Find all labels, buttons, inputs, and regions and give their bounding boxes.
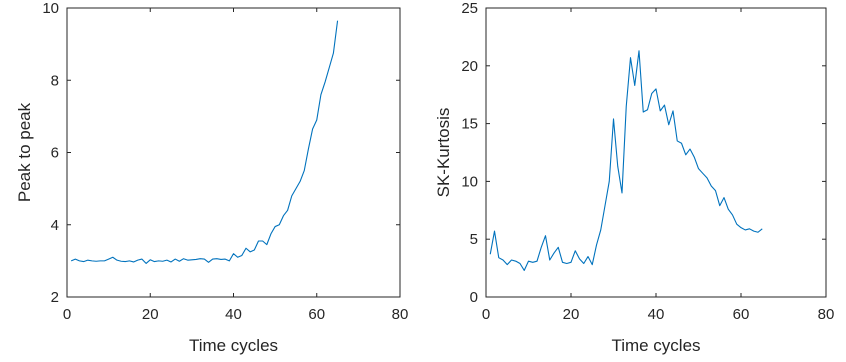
ticks-layer: 0 20 40 60 80 0 5 10 15 20 25 — [461, 0, 834, 323]
x-tick-label: 80 — [818, 306, 835, 323]
y-axis-label: Peak to peak — [15, 102, 34, 202]
x-tick-label: 80 — [392, 306, 409, 323]
y-tick-label: 10 — [461, 173, 478, 190]
y-tick-label: 4 — [51, 217, 59, 234]
ticks-layer: 0 20 40 60 80 2 4 6 8 10 — [42, 0, 408, 323]
y-tick-label: 2 — [51, 289, 59, 306]
series-layer — [70, 20, 339, 264]
plot-area — [485, 7, 827, 298]
left-panel-peak-to-peak: 0 20 40 60 80 2 4 6 8 10 Time cycles Peak to peak — [15, 0, 408, 355]
y-tick-label: 0 — [470, 289, 478, 306]
x-tick-label: 40 — [225, 306, 242, 323]
x-tick-label: 40 — [648, 306, 665, 323]
right-panel-sk-kurtosis: 0 20 40 60 80 0 5 10 15 20 25 Time cycles SK-Kurto… — [434, 0, 834, 355]
y-tick-label: 15 — [461, 116, 478, 133]
x-axis-label: Time cycles — [189, 336, 278, 355]
y-tick-label: 5 — [470, 231, 478, 248]
x-tick-label: 0 — [482, 306, 490, 323]
series-layer — [489, 50, 763, 271]
y-tick-label: 10 — [42, 0, 59, 17]
series-line — [489, 50, 763, 271]
y-tick-label: 6 — [51, 145, 59, 162]
x-tick-label: 0 — [63, 306, 71, 323]
y-axis-label: SK-Kurtosis — [434, 108, 453, 198]
axes-box — [485, 7, 827, 298]
x-tick-label: 20 — [142, 306, 159, 323]
x-axis-label: Time cycles — [611, 336, 700, 355]
x-tick-label: 60 — [733, 306, 750, 323]
x-tick-label: 60 — [308, 306, 325, 323]
x-tick-label: 20 — [563, 306, 580, 323]
series-line — [70, 20, 339, 264]
y-tick-label: 25 — [461, 0, 478, 17]
y-tick-label: 20 — [461, 58, 478, 75]
y-tick-label: 8 — [51, 72, 59, 89]
